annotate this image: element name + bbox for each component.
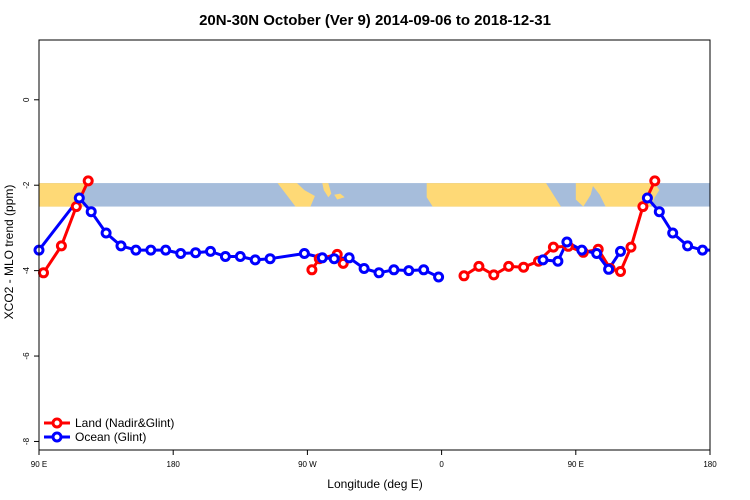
data-point-ocean — [343, 252, 355, 264]
data-point-ocean — [697, 244, 708, 256]
x-tick-label: 90 W — [298, 460, 317, 469]
data-point-land — [649, 175, 661, 187]
y-tick-label: -8 — [22, 437, 31, 445]
data-point-ocean — [537, 254, 549, 266]
data-point-ocean — [205, 245, 216, 257]
legend-label-ocean: Ocean (Glint) — [75, 430, 146, 444]
data-point-ocean — [190, 247, 202, 259]
data-point-land — [70, 201, 82, 213]
land-mexico — [277, 183, 315, 207]
data-point-ocean — [145, 244, 157, 256]
data-point-ocean — [561, 236, 573, 248]
y-tick-label: -4 — [22, 266, 31, 274]
data-point-ocean — [641, 192, 653, 204]
data-point-land — [82, 175, 94, 187]
data-point-ocean — [433, 271, 445, 283]
x-axis: 90 E 180 90 W 0 90 E 180 — [31, 450, 717, 469]
data-point-land — [637, 201, 649, 213]
data-point-ocean — [653, 206, 665, 218]
y-axis: 0 -2 -4 -6 -8 — [22, 97, 39, 445]
data-point-ocean — [100, 227, 112, 239]
map-band — [39, 183, 710, 207]
land-caribbean — [334, 193, 345, 200]
data-point-ocean — [373, 267, 385, 279]
data-point-land — [473, 260, 485, 272]
data-point-ocean — [85, 206, 97, 218]
data-point-ocean — [403, 265, 415, 277]
y-tick-label: -6 — [22, 352, 31, 360]
x-axis-label: Longitude (deg E) — [327, 477, 422, 491]
data-point-ocean — [591, 248, 603, 259]
data-point-ocean — [130, 244, 142, 256]
data-point-land — [503, 260, 515, 272]
data-point-land — [547, 241, 559, 253]
data-point-ocean — [358, 263, 370, 274]
data-point-ocean — [249, 254, 261, 266]
x-tick-label: 180 — [703, 460, 717, 469]
data-point-land — [306, 264, 318, 276]
data-point-ocean — [115, 240, 127, 252]
data-point-ocean — [388, 264, 400, 276]
data-point-land — [625, 241, 637, 253]
data-point-ocean — [576, 244, 588, 256]
data-point-ocean — [316, 252, 328, 264]
plot-frame — [38, 39, 711, 451]
legend-marker-ocean — [51, 431, 63, 443]
data-point-ocean — [682, 240, 694, 252]
data-point-ocean — [264, 253, 276, 265]
data-point-ocean — [234, 251, 246, 262]
legend-label-land: Land (Nadir&Glint) — [75, 416, 174, 430]
land-asia-east — [590, 183, 660, 207]
series-line-ocean-0 — [39, 196, 440, 279]
legend-marker-land — [51, 417, 63, 429]
data-point-land — [458, 270, 470, 282]
x-tick-label: 0 — [439, 460, 444, 469]
legend: Land (Nadir&Glint) Ocean (Glint) — [44, 416, 174, 444]
data-point-ocean — [552, 255, 564, 267]
land-india — [575, 183, 594, 207]
data-point-ocean — [328, 253, 340, 265]
data-point-ocean — [667, 227, 679, 239]
data-point-land — [518, 261, 530, 273]
x-tick-label: 180 — [167, 460, 181, 469]
data-point-ocean — [73, 192, 85, 204]
land-florida — [322, 183, 332, 198]
series-points — [33, 175, 708, 283]
data-point-ocean — [160, 244, 172, 256]
x-tick-label: 90 E — [568, 460, 584, 469]
y-tick-label: -2 — [22, 181, 31, 189]
data-point-ocean — [298, 248, 310, 259]
data-point-land — [38, 267, 49, 279]
y-tick-label: 0 — [22, 97, 31, 102]
y-axis-label: XCO2 - MLO trend (ppm) — [2, 185, 16, 320]
x-tick-label: 90 E — [31, 460, 47, 469]
data-point-land — [488, 269, 500, 281]
data-point-ocean — [615, 245, 626, 257]
data-point-land — [55, 240, 67, 252]
land-africa-arabia — [426, 183, 561, 207]
data-point-ocean — [175, 248, 187, 259]
data-point-ocean — [418, 264, 430, 276]
data-point-ocean — [603, 263, 615, 275]
chart-title: 20N-30N October (Ver 9) 2014-09-06 to 20… — [199, 12, 551, 29]
data-point-land — [615, 266, 626, 277]
data-point-ocean — [219, 251, 231, 262]
